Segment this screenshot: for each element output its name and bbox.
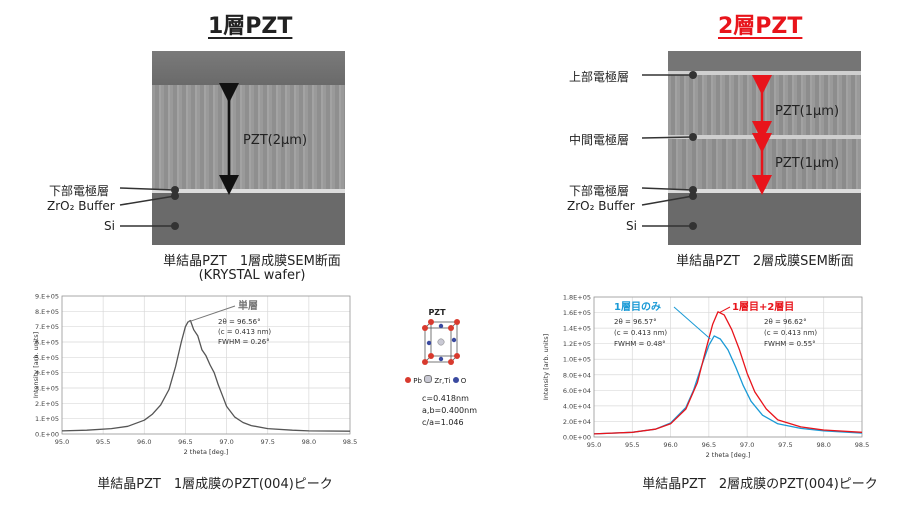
- legend-pb: Pb: [413, 377, 422, 385]
- right-chart-xtick-label: 96.0: [663, 441, 677, 449]
- right-anno-red-label: 1層目+2層目: [732, 301, 794, 313]
- left-anno-leader: [187, 305, 236, 323]
- unit-cell-icon: [422, 319, 460, 365]
- left-chart-ytick-label: 1.E+05: [35, 415, 59, 423]
- right-chart-plot-frame: [593, 296, 863, 438]
- legend-zr-ti: Zr,Ti: [434, 377, 451, 385]
- unit-cell-legend: Pb Zr,Ti O: [405, 375, 466, 385]
- unit-cell-param-ab: a,b=0.400nm: [422, 406, 477, 415]
- right-title: 2層PZT: [718, 14, 803, 39]
- right-chart-ytick-label: 1.6E+05: [563, 309, 591, 317]
- unit-cell-param-c: c=0.418nm: [422, 394, 469, 403]
- left-xrd-chart: 0.E+00 1.E+05 2.E+05 3.E+05 4.E+05 5.E+05 6.E+…: [32, 293, 357, 457]
- left-chart-y-axis-label: Intensity [arb. units]: [32, 332, 40, 398]
- right-chart-xtick-label: 98.5: [855, 441, 869, 449]
- left-chart-ytick-label: 3.E+05: [35, 385, 59, 393]
- left-chart-ytick-label: 4.E+05: [35, 369, 59, 377]
- pzt-unit-cell-panel: PZT Pb Zr,Ti O c=0.418nm a,b=0.400nm c/a…: [405, 302, 485, 442]
- left-anno-line: FWHM = 0.26°: [218, 338, 270, 346]
- right-anno-blue-label: 1層目のみ: [614, 301, 661, 313]
- left-chart-ytick-label: 5.E+05: [35, 354, 59, 362]
- right-chart-xtick-label: 95.5: [625, 441, 639, 449]
- left-chart-xtick-label: 96.5: [178, 438, 192, 446]
- right-chart-x-axis-label: 2 theta [deg.]: [706, 451, 751, 459]
- right-label-si: Si: [626, 219, 637, 233]
- legend-o: O: [460, 377, 467, 385]
- left-chart-ytick-label: 6.E+05: [35, 339, 59, 347]
- right-chart-y-axis-label: Intensity [arb. units]: [542, 334, 550, 400]
- right-label-upper-electrode: 上部電極層: [569, 70, 630, 84]
- left-chart-x-axis-label: 2 theta [deg.]: [184, 448, 229, 456]
- right-sem-image: [668, 51, 861, 245]
- right-label-zro2-buffer: ZrO₂ Buffer: [567, 199, 635, 213]
- right-chart-caption: 単結晶PZT 2層成膜のPZT(004)ピーク: [642, 477, 878, 492]
- left-chart-xtick-label: 98.5: [343, 438, 357, 446]
- right-sem-caption: 単結晶PZT 2層成膜SEM断面: [676, 254, 854, 269]
- right-chart-xtick-label: 98.0: [816, 441, 830, 449]
- left-chart-xtick-label: 97.5: [260, 438, 274, 446]
- right-chart-ytick-label: 1.2E+05: [563, 340, 591, 348]
- unit-cell-title: PZT: [428, 308, 446, 317]
- right-pzt-upper-label: PZT(1µm): [775, 104, 840, 119]
- right-anno-blue-line: 2θ = 96.57°: [614, 318, 657, 326]
- left-chart-ytick-label: 8.E+05: [35, 308, 59, 316]
- left-pzt-thickness-arrow: [219, 83, 239, 195]
- right-chart-xtick-label: 97.5: [778, 441, 792, 449]
- right-chart-ytick-label: 1.4E+05: [563, 325, 591, 333]
- right-chart-series-line-1: [593, 311, 863, 435]
- right-anno-blue-line: (c = 0.413 nm): [614, 329, 667, 337]
- right-chart-ytick-label: 8.0E+04: [563, 371, 591, 379]
- right-chart-ytick-label: 1.8E+05: [563, 294, 591, 302]
- unit-cell-param-ratio: c/a=1.046: [422, 418, 464, 427]
- left-chart-xtick-label: 96.0: [137, 438, 151, 446]
- left-label-zro2-buffer: ZrO₂ Buffer: [47, 199, 115, 213]
- left-label-lower-electrode: 下部電極層: [49, 184, 110, 198]
- right-label-lower-electrode: 下部電極層: [569, 184, 630, 198]
- left-chart-xtick-label: 95.0: [55, 438, 69, 446]
- left-label-si: Si: [104, 219, 115, 233]
- left-chart-ytick-label: 7.E+05: [35, 323, 59, 331]
- right-pzt-lower-label: PZT(1µm): [775, 156, 840, 171]
- left-sem-caption: 単結晶PZT 1層成膜SEM断面: [163, 254, 341, 269]
- right-label-middle-electrode: 中間電極層: [569, 133, 630, 147]
- right-chart-xtick-label: 95.0: [587, 441, 601, 449]
- right-chart-xtick-label: 96.5: [702, 441, 716, 449]
- left-chart-series-line-0: [61, 319, 351, 432]
- right-chart-ytick-label: 6.0E+04: [563, 387, 591, 395]
- right-anno-red-leader: [719, 306, 731, 313]
- right-anno-blue-leader: [673, 306, 711, 340]
- left-chart-ytick-label: 2.E+05: [35, 400, 59, 408]
- left-anno-series-label: 単層: [238, 299, 258, 312]
- left-anno-line: 2θ = 96.56°: [218, 318, 261, 326]
- right-chart-ytick-label: 2.0E+04: [563, 418, 591, 426]
- left-chart-xtick-label: 97.0: [219, 438, 233, 446]
- left-anno-line: (c = 0.413 nm): [218, 328, 271, 336]
- left-chart-ytick-label: 9.E+05: [35, 293, 59, 301]
- right-xrd-chart: 0.0E+00 2.0E+04 4.0E+04 6.0E+04 8.0E+04 1.0E+…: [542, 294, 869, 460]
- left-pzt-thickness-label: PZT(2µm): [243, 133, 308, 148]
- left-chart-xtick-label: 95.5: [96, 438, 110, 446]
- left-sem-caption-wafer: (KRYSTAL wafer): [198, 268, 306, 283]
- left-chart-ytick-label: 0.E+00: [35, 431, 59, 439]
- right-anno-red-line: (c = 0.413 nm): [764, 329, 817, 337]
- right-anno-red-line: FWHM = 0.55°: [764, 340, 816, 348]
- left-title: 1層PZT: [208, 14, 293, 39]
- right-chart-ytick-label: 4.0E+04: [563, 402, 591, 410]
- left-chart-plot-frame: [61, 295, 351, 435]
- right-chart-xtick-label: 97.0: [740, 441, 754, 449]
- right-anno-red-line: 2θ = 96.62°: [764, 318, 807, 326]
- left-chart-xtick-label: 98.0: [302, 438, 316, 446]
- right-chart-ytick-label: 1.0E+05: [563, 356, 591, 364]
- right-pzt-thickness-arrows: [752, 75, 772, 195]
- right-chart-series-line-0: [593, 335, 863, 435]
- right-chart-ytick-label: 0.0E+00: [563, 434, 591, 442]
- left-sem-image: [152, 51, 345, 245]
- left-chart-caption: 単結晶PZT 1層成膜のPZT(004)ピーク: [97, 477, 333, 492]
- right-anno-blue-line: FWHM = 0.48°: [614, 340, 666, 348]
